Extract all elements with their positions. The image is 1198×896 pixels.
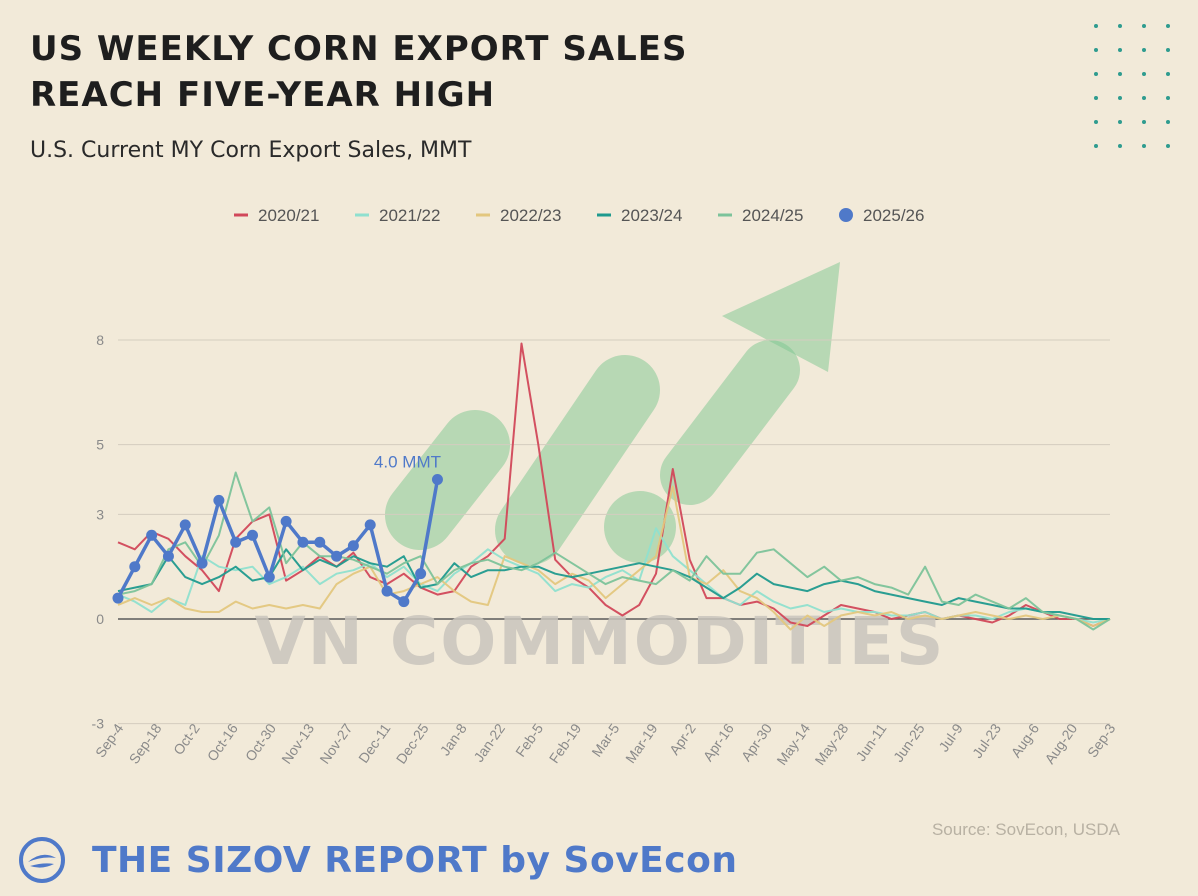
growth-arrow-graphic bbox=[385, 262, 840, 565]
series-point-2025-26 bbox=[247, 529, 259, 541]
series-point-2025-26 bbox=[431, 474, 443, 485]
series-point-2025-26 bbox=[230, 536, 242, 548]
legend-label: 2025/26 bbox=[863, 206, 924, 225]
series-line-2024-25 bbox=[117, 471, 1111, 631]
x-tick-label: Sep-3 bbox=[1084, 720, 1119, 760]
series-line-2022-23 bbox=[117, 485, 1111, 631]
x-tick-label: Sep-18 bbox=[126, 720, 165, 766]
legend-marker bbox=[839, 208, 853, 222]
x-tick-label: Jan-22 bbox=[470, 720, 508, 764]
x-tick-label: Apr-2 bbox=[666, 720, 699, 757]
series-line-2025-26 bbox=[116, 479, 440, 604]
series-point-2025-26 bbox=[381, 585, 393, 597]
y-tick-label: 0 bbox=[96, 611, 104, 627]
annotation-label: 4.0 MMT bbox=[374, 453, 441, 472]
x-tick-label: May-14 bbox=[773, 720, 813, 768]
legend-label: 2021/22 bbox=[379, 206, 440, 225]
chart-subtitle: U.S. Current MY Corn Export Sales, MMT bbox=[30, 138, 472, 163]
chart-legend: 2020/21 2021/22 2022/23 2023/24 2024/25 2025/… bbox=[234, 206, 924, 225]
x-tick-label: May-28 bbox=[811, 720, 851, 768]
x-tick-label: Dec-25 bbox=[393, 720, 432, 766]
y-tick-label: 5 bbox=[96, 437, 104, 453]
sovecon-logo-icon bbox=[19, 837, 65, 883]
series-point-2025-26 bbox=[263, 571, 275, 583]
chart-annotation: 4.0 MMT bbox=[374, 453, 441, 472]
x-tick-label: Mar-19 bbox=[622, 720, 661, 766]
y-tick-label: -3 bbox=[92, 716, 105, 732]
x-tick-label: Jul-23 bbox=[969, 720, 1004, 761]
x-tick-label: Apr-16 bbox=[700, 720, 737, 764]
legend-label: 2020/21 bbox=[258, 206, 319, 225]
chart-title: US WEEKLY CORN EXPORT SALES REACH FIVE-Y… bbox=[30, 26, 688, 118]
x-tick-label: Nov-27 bbox=[316, 720, 355, 766]
x-tick-label: Jan-8 bbox=[437, 720, 470, 758]
decorative-dot-grid bbox=[1094, 24, 1170, 148]
legend-label: 2022/23 bbox=[500, 206, 561, 225]
series-point-2025-26 bbox=[347, 540, 359, 552]
x-tick-label: Feb-5 bbox=[512, 720, 546, 759]
series-point-2025-26 bbox=[331, 550, 343, 562]
x-tick-label: Jul-9 bbox=[935, 720, 966, 754]
brand-name: THE SIZOV REPORT by SovEcon bbox=[92, 839, 738, 881]
series-point-2025-26 bbox=[398, 596, 410, 608]
brand-footer: THE SIZOV REPORT by SovEcon bbox=[18, 836, 737, 884]
y-axis-ticks: -3 0 3 5 8 bbox=[92, 332, 105, 732]
title-line-1: US WEEKLY CORN EXPORT SALES bbox=[30, 29, 688, 69]
series-point-2025-26 bbox=[213, 494, 225, 506]
x-tick-label: Oct-30 bbox=[242, 720, 279, 764]
series-point-2025-26 bbox=[364, 519, 376, 531]
chart-series bbox=[112, 342, 1111, 631]
x-tick-label: Mar-5 bbox=[588, 720, 622, 759]
series-point-2025-26 bbox=[179, 519, 191, 531]
x-tick-label: Nov-13 bbox=[278, 720, 317, 766]
legend-label: 2023/24 bbox=[621, 206, 682, 225]
line-chart: 2020/21 2021/22 2022/23 2023/24 2024/25 2025/… bbox=[92, 206, 1119, 768]
series-point-2025-26 bbox=[297, 536, 309, 548]
series-point-2025-26 bbox=[162, 550, 174, 562]
x-tick-label: Jun-25 bbox=[890, 720, 928, 764]
series-point-2025-26 bbox=[196, 557, 208, 569]
source-note: Source: SovEcon, USDA bbox=[931, 820, 1120, 839]
series-point-2025-26 bbox=[129, 561, 141, 573]
series-point-2025-26 bbox=[146, 529, 158, 541]
x-tick-label: Dec-11 bbox=[355, 720, 394, 765]
series-point-2025-26 bbox=[112, 592, 124, 604]
x-tick-label: Jun-11 bbox=[852, 720, 889, 764]
series-point-2025-26 bbox=[280, 515, 292, 527]
x-tick-label: Oct-2 bbox=[170, 720, 203, 757]
x-axis-ticks: Sep-4 Sep-18 Oct-2 Oct-16 Oct-30 Nov-13 Nov-27… bbox=[92, 720, 1119, 768]
y-tick-label: 3 bbox=[96, 506, 104, 522]
x-tick-label: Oct-16 bbox=[204, 720, 241, 764]
x-tick-label: Apr-30 bbox=[738, 720, 775, 764]
y-tick-label: 8 bbox=[96, 332, 104, 348]
x-tick-label: Feb-19 bbox=[546, 720, 585, 766]
watermark: VN COMMODITIES bbox=[255, 603, 946, 680]
title-line-2: REACH FIVE-YEAR HIGH bbox=[30, 75, 496, 115]
x-tick-label: Aug-6 bbox=[1008, 720, 1043, 760]
legend-label: 2024/25 bbox=[742, 206, 803, 225]
x-tick-label: Aug-20 bbox=[1041, 720, 1080, 766]
series-point-2025-26 bbox=[415, 568, 427, 580]
series-point-2025-26 bbox=[314, 536, 326, 548]
